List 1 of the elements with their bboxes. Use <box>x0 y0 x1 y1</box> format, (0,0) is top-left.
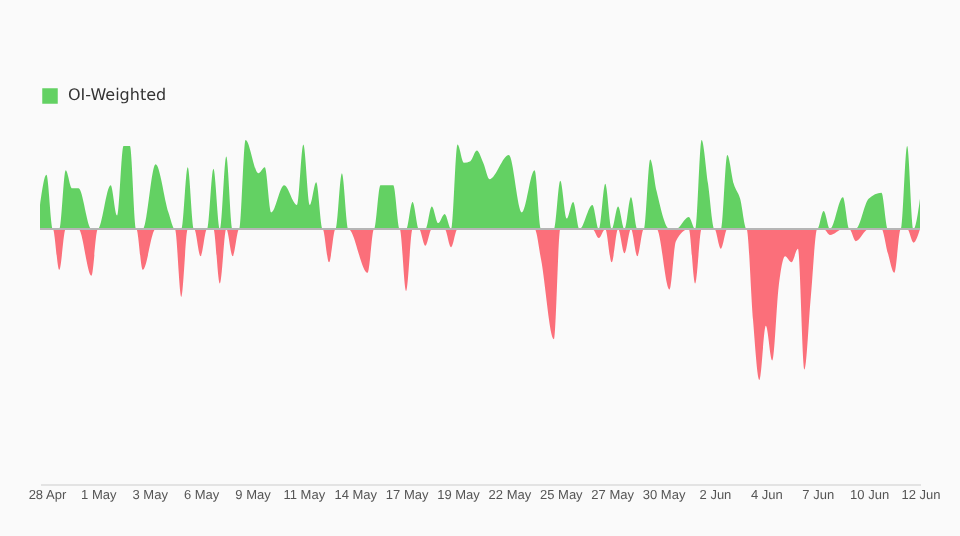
legend-label: OI-Weighted <box>68 86 167 104</box>
